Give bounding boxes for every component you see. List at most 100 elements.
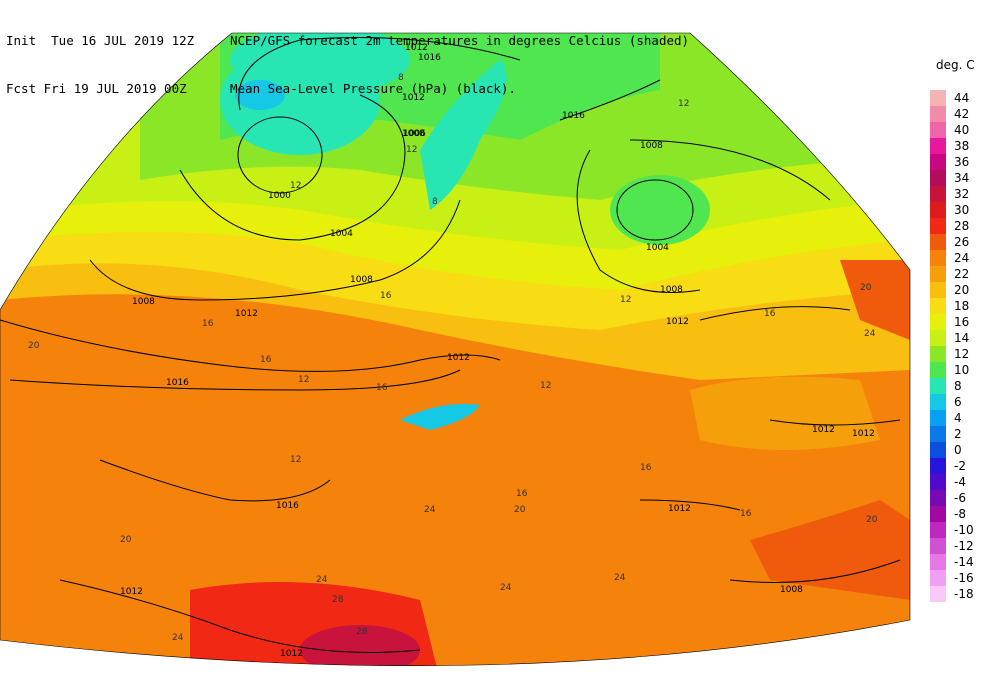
legend-item: -14 — [930, 554, 990, 570]
isobar-label: 1012 — [402, 93, 425, 103]
legend-swatch — [930, 586, 946, 602]
legend-swatch — [930, 234, 946, 250]
legend-label: 44 — [954, 91, 970, 105]
legend-label: -6 — [954, 491, 966, 505]
isobar-label: 1000 — [268, 191, 291, 201]
forecast-time: Fcst Fri 19 JUL 2019 00Z — [6, 81, 187, 96]
temp-label: 20 — [120, 535, 132, 545]
header-left: Init Tue 16 JUL 2019 12Z Fcst Fri 19 JUL… — [6, 1, 194, 113]
temp-label: 8 — [432, 197, 438, 207]
isobar-label: 1012 — [447, 353, 470, 363]
isobar-label: 1008 — [640, 141, 663, 151]
legend-label: 38 — [954, 139, 970, 153]
legend-swatch — [930, 442, 946, 458]
legend-swatch — [930, 410, 946, 426]
temp-label: 16 — [640, 463, 652, 473]
legend-item: -18 — [930, 586, 990, 602]
temp-label: 16 — [202, 319, 214, 329]
legend-swatch — [930, 362, 946, 378]
temp-label: 24 — [614, 573, 626, 583]
isobar-labels: 1016 1012 1008 1006 1004 1000 1008 1012 … — [120, 43, 875, 659]
legend-item: 34 — [930, 170, 990, 186]
legend-label: 6 — [954, 395, 962, 409]
isobar-label: 1016 — [562, 111, 585, 121]
legend-swatch — [930, 346, 946, 362]
map-frame — [0, 32, 911, 667]
isobar-label: 1004 — [646, 243, 669, 253]
isobar-label: 1012 — [120, 587, 143, 597]
legend-item: 44 — [930, 90, 990, 106]
legend-label: -10 — [954, 523, 974, 537]
legend-item: 24 — [930, 250, 990, 266]
map-subtitle: Mean Sea-Level Pressure (hPa) (black). — [230, 81, 516, 96]
legend-item: 42 — [930, 106, 990, 122]
legend-label: -12 — [954, 539, 974, 553]
temp-label: 8 — [398, 73, 404, 83]
legend-item: 20 — [930, 282, 990, 298]
temp-label: 16 — [376, 383, 388, 393]
temp-label: 16 — [260, 355, 272, 365]
isobar-label: 1008 — [402, 129, 425, 139]
isobar-label: 1004 — [330, 229, 353, 239]
legend-item: 6 — [930, 394, 990, 410]
legend-label: 14 — [954, 331, 970, 345]
legend-swatch — [930, 250, 946, 266]
temp-label: 12 — [298, 375, 309, 385]
legend-item: 2 — [930, 426, 990, 442]
legend-label: 26 — [954, 235, 970, 249]
legend-item: -6 — [930, 490, 990, 506]
temp-label: 12 — [290, 181, 301, 191]
isobar-label: 1012 — [666, 317, 689, 327]
legend-swatch — [930, 122, 946, 138]
legend-label: 32 — [954, 187, 970, 201]
legend-swatch — [930, 154, 946, 170]
isobar-label: 1016 — [276, 501, 299, 511]
legend-swatch — [930, 138, 946, 154]
temp-label: 12 — [620, 295, 631, 305]
temp-label: 16 — [740, 509, 752, 519]
temp-label: 20 — [514, 505, 526, 515]
temperature-labels: 8 12 12 8 12 16 16 20 16 16 12 12 12 16 … — [28, 73, 878, 643]
legend-swatch — [930, 186, 946, 202]
legend-item: 10 — [930, 362, 990, 378]
legend-swatch — [930, 90, 946, 106]
isobar-label: 1012 — [852, 429, 875, 439]
legend-swatch — [930, 330, 946, 346]
legend-label: 36 — [954, 155, 970, 169]
legend-item: -8 — [930, 506, 990, 522]
legend-label: 8 — [954, 379, 962, 393]
isobar-label: 1016 — [418, 53, 441, 63]
legend-item: 18 — [930, 298, 990, 314]
legend-swatch — [930, 426, 946, 442]
legend-swatch — [930, 522, 946, 538]
legend-swatch — [930, 170, 946, 186]
legend-label: 24 — [954, 251, 970, 265]
temp-label: 16 — [764, 309, 776, 319]
isobar-label: 1008 — [350, 275, 373, 285]
legend-label: -14 — [954, 555, 974, 569]
isobar-label: 1012 — [812, 425, 835, 435]
legend-label: -16 — [954, 571, 974, 585]
legend-label: -2 — [954, 459, 966, 473]
isobar-label: 1012 — [235, 309, 258, 319]
legend-label: 16 — [954, 315, 970, 329]
legend-item: 26 — [930, 234, 990, 250]
isobar-label: 1012 — [280, 649, 303, 659]
legend-label: 20 — [954, 283, 970, 297]
legend-unit: deg. C — [936, 58, 975, 72]
legend-swatch — [930, 458, 946, 474]
isobar-lines — [0, 37, 901, 653]
temp-label: 20 — [28, 341, 40, 351]
legend-label: 28 — [954, 219, 970, 233]
legend-item: 36 — [930, 154, 990, 170]
legend-item: 0 — [930, 442, 990, 458]
temp-label: 20 — [860, 283, 872, 293]
legend-label: 34 — [954, 171, 970, 185]
legend-label: 4 — [954, 411, 962, 425]
legend-label: 18 — [954, 299, 970, 313]
legend-item: 12 — [930, 346, 990, 362]
legend-label: 2 — [954, 427, 962, 441]
isobar-label: 1006 — [403, 129, 426, 139]
legend-label: -18 — [954, 587, 974, 601]
